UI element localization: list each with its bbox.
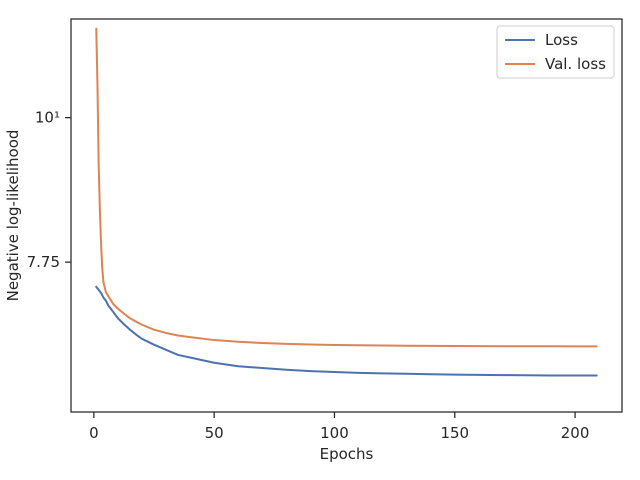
y-axis-ticks: 7.75 10¹ [27,109,71,271]
legend: Loss Val. loss [496,25,615,79]
y-tick-label: 7.75 [27,253,60,271]
x-tick-label: 150 [440,424,469,442]
x-tick-label: 200 [561,424,590,442]
series-lines [95,27,598,377]
x-tick-label: 100 [320,424,349,442]
x-axis-ticks: 0 50 100 150 200 [89,412,589,442]
y-tick-label: 10¹ [35,109,60,127]
x-axis-label: Epochs [320,445,374,463]
plot-frame [70,18,623,413]
legend-label: Loss [545,31,578,49]
y-axis-label: Negative log-likelihood [4,130,22,302]
x-tick-label: 0 [89,424,99,442]
series-line-val-loss [95,27,598,348]
legend-label: Val. loss [545,55,606,73]
series-line-loss [95,285,598,377]
x-tick-label: 50 [205,424,224,442]
